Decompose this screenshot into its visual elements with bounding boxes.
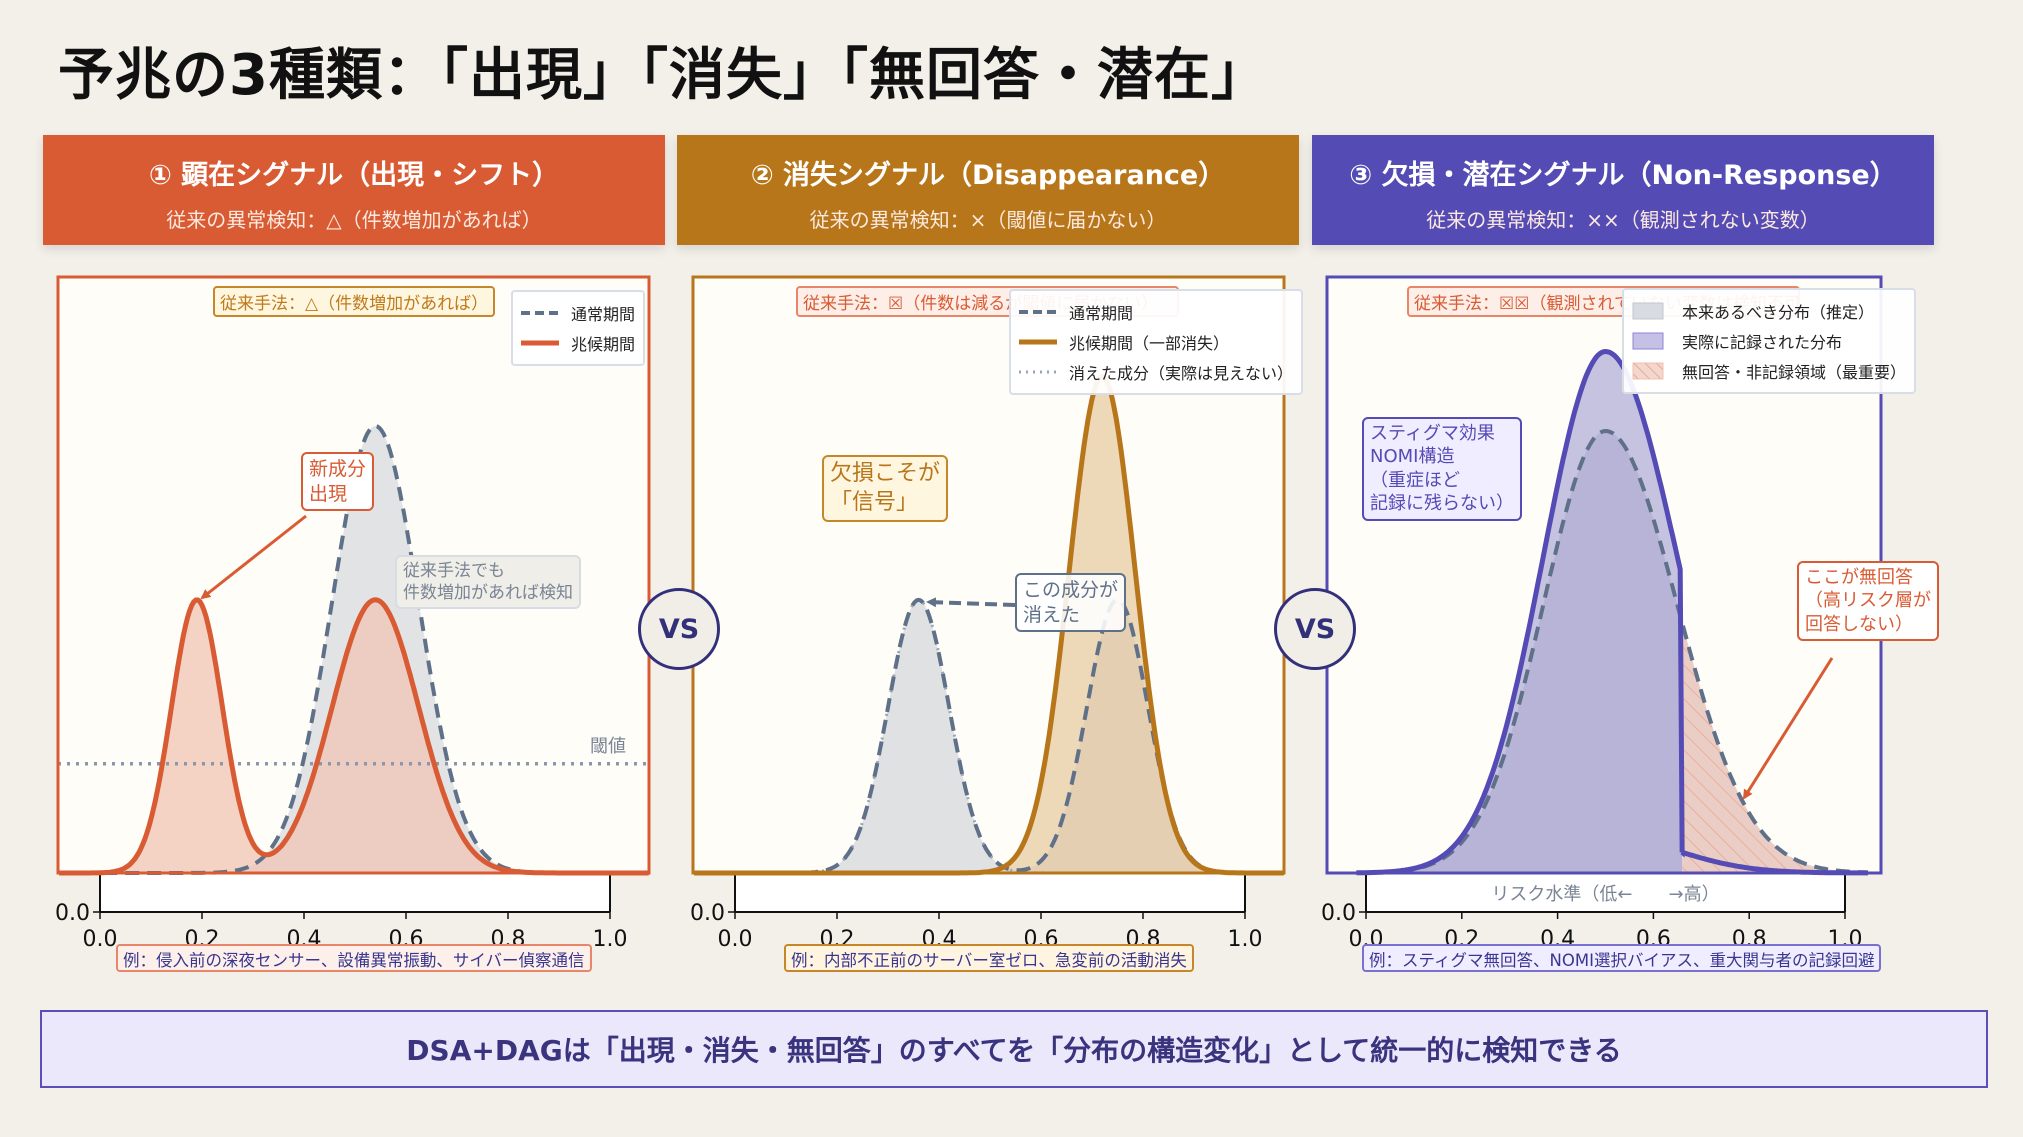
legend: 通常期間 兆候期間 (511, 290, 646, 366)
legend-item: 消えた成分（実際は見えない） (1019, 357, 1293, 387)
header-emergence: ① 顕在シグナル（出現・シフト） 従来の異常検知：△（件数増加があれば） (43, 135, 665, 245)
legend-item: 実際に記録された分布 (1632, 326, 1906, 356)
legend-label: 実際に記録された分布 (1682, 333, 1843, 352)
legend-item: 無回答・非記録領域（最重要） (1632, 356, 1906, 386)
recorded-distribution-line (1356, 348, 1869, 876)
vs-badge: VS (1274, 588, 1356, 670)
x-tick-label: 0.0 (718, 927, 753, 952)
legend-label: 兆候期間 (571, 335, 636, 354)
purple-area-swatch (1632, 332, 1664, 350)
legend-label: 通常期間 (571, 305, 636, 324)
conclusion-banner: DSA+DAGは「出現・消失・無回答」のすべてを「分布の構造変化」として統一的に… (40, 1010, 1988, 1088)
legend-item: 兆候期間 (521, 328, 635, 358)
x-tick-label: 1.0 (593, 927, 628, 952)
legend: 通常期間 兆候期間（一部消失） 消えた成分（実際は見えない） (1009, 289, 1304, 395)
legend-label: 本来あるべき分布（推定） (1682, 303, 1875, 322)
threshold-label: 閾値 (590, 736, 626, 757)
x-axis-label: リスク水準（低← →高） (1491, 884, 1720, 905)
solid-line-swatch (1019, 339, 1057, 345)
new-component-note: 新成分 出現 (301, 452, 375, 512)
legend: 本来あるべき分布（推定） 実際に記録された分布 無回答・非記録領域（最重要） (1622, 288, 1917, 394)
legend-label: 兆候期間（一部消失） (1069, 334, 1230, 353)
nonresponse-note: ここが無回答 （高リスク層が 回答しない） (1797, 561, 1939, 642)
legend-item: 通常期間 (1019, 297, 1293, 327)
signal-note: 欠損こそが 「信号」 (822, 455, 949, 523)
detect-note: 従来手法でも 件数増加があれば検知 (395, 555, 581, 610)
header-title: ③ 欠損・潜在シグナル（Non-Response） (1349, 160, 1897, 191)
hatched-area-swatch (1632, 362, 1664, 380)
page-title: 予兆の3種類：「出現」「消失」「無回答・潜在」 (58, 43, 1268, 108)
true-area (1356, 431, 1683, 873)
header-nonresponse: ③ 欠損・潜在シグナル（Non-Response） 従来の異常検知：××（観測さ… (1312, 135, 1934, 245)
new-component-arrow (200, 514, 307, 600)
signal-period-area (59, 599, 651, 873)
header-disappearance: ② 消失シグナル（Disappearance） 従来の異常検知：×（閾値に届かな… (677, 135, 1299, 245)
nonresponse-arrow (1742, 657, 1834, 800)
vanished-arrow (926, 597, 1016, 608)
axis-background (100, 873, 610, 912)
y-tick-label: 0.0 (690, 901, 725, 926)
example-text: 例：内部不正前のサーバー室ゼロ、急変前の活動消失 (784, 944, 1194, 972)
signal-period-area (694, 376, 1286, 873)
stigma-note: スティグマ効果 NOMI構造 （重症ほど 記録に残らない） (1362, 417, 1522, 521)
solid-line-swatch (521, 340, 559, 346)
legend-label: 通常期間 (1069, 304, 1134, 323)
true-distribution-line (1356, 428, 1868, 875)
axis-background (735, 873, 1245, 912)
example-text: 例：スティグマ無回答、NOMI選択バイアス、重大関与者の記録回避 (1362, 944, 1882, 972)
header-subtitle: 従来の異常検知：△（件数増加があれば） (166, 208, 542, 232)
header-title: ① 顕在シグナル（出現・シフト） (148, 160, 560, 191)
legend-item: 兆候期間（一部消失） (1019, 327, 1293, 357)
y-tick-label: 0.0 (1321, 901, 1356, 926)
vanished-note: この成分が 消えた (1015, 573, 1127, 633)
vs-badge: VS (638, 588, 720, 670)
legend-label: 無回答・非記録領域（最重要） (1682, 363, 1907, 382)
plot-curves (1356, 348, 1869, 876)
dashed-line-swatch (1019, 310, 1057, 314)
plot-frame (56, 275, 651, 875)
x-tick-label: 0.0 (83, 927, 118, 952)
dashed-line-swatch (521, 311, 559, 315)
nonresponse-hatched-area (1682, 622, 1869, 873)
legend-label: 消えた成分（実際は見えない） (1069, 364, 1294, 383)
x-tick-label: 1.0 (1228, 927, 1263, 952)
axis-background (1366, 873, 1845, 912)
header-subtitle: 従来の異常検知：×（閾値に届かない） (809, 208, 1167, 232)
y-tick-label: 0.0 (55, 901, 90, 926)
grey-area-swatch (1632, 302, 1664, 320)
legend-item: 通常期間 (521, 298, 635, 328)
header-title: ② 消失シグナル（Disappearance） (750, 160, 1226, 191)
header-subtitle: 従来の異常検知：××（観測されない変数） (1426, 208, 1820, 232)
example-text: 例：侵入前の深夜センサー、設備異常振動、サイバー偵察通信 (116, 944, 592, 972)
dotted-line-swatch (1019, 370, 1057, 374)
plot-frame (691, 275, 1286, 875)
legend-item: 本来あるべき分布（推定） (1632, 296, 1906, 326)
method-label: 従来手法：△（件数増加があれば） (213, 286, 496, 317)
